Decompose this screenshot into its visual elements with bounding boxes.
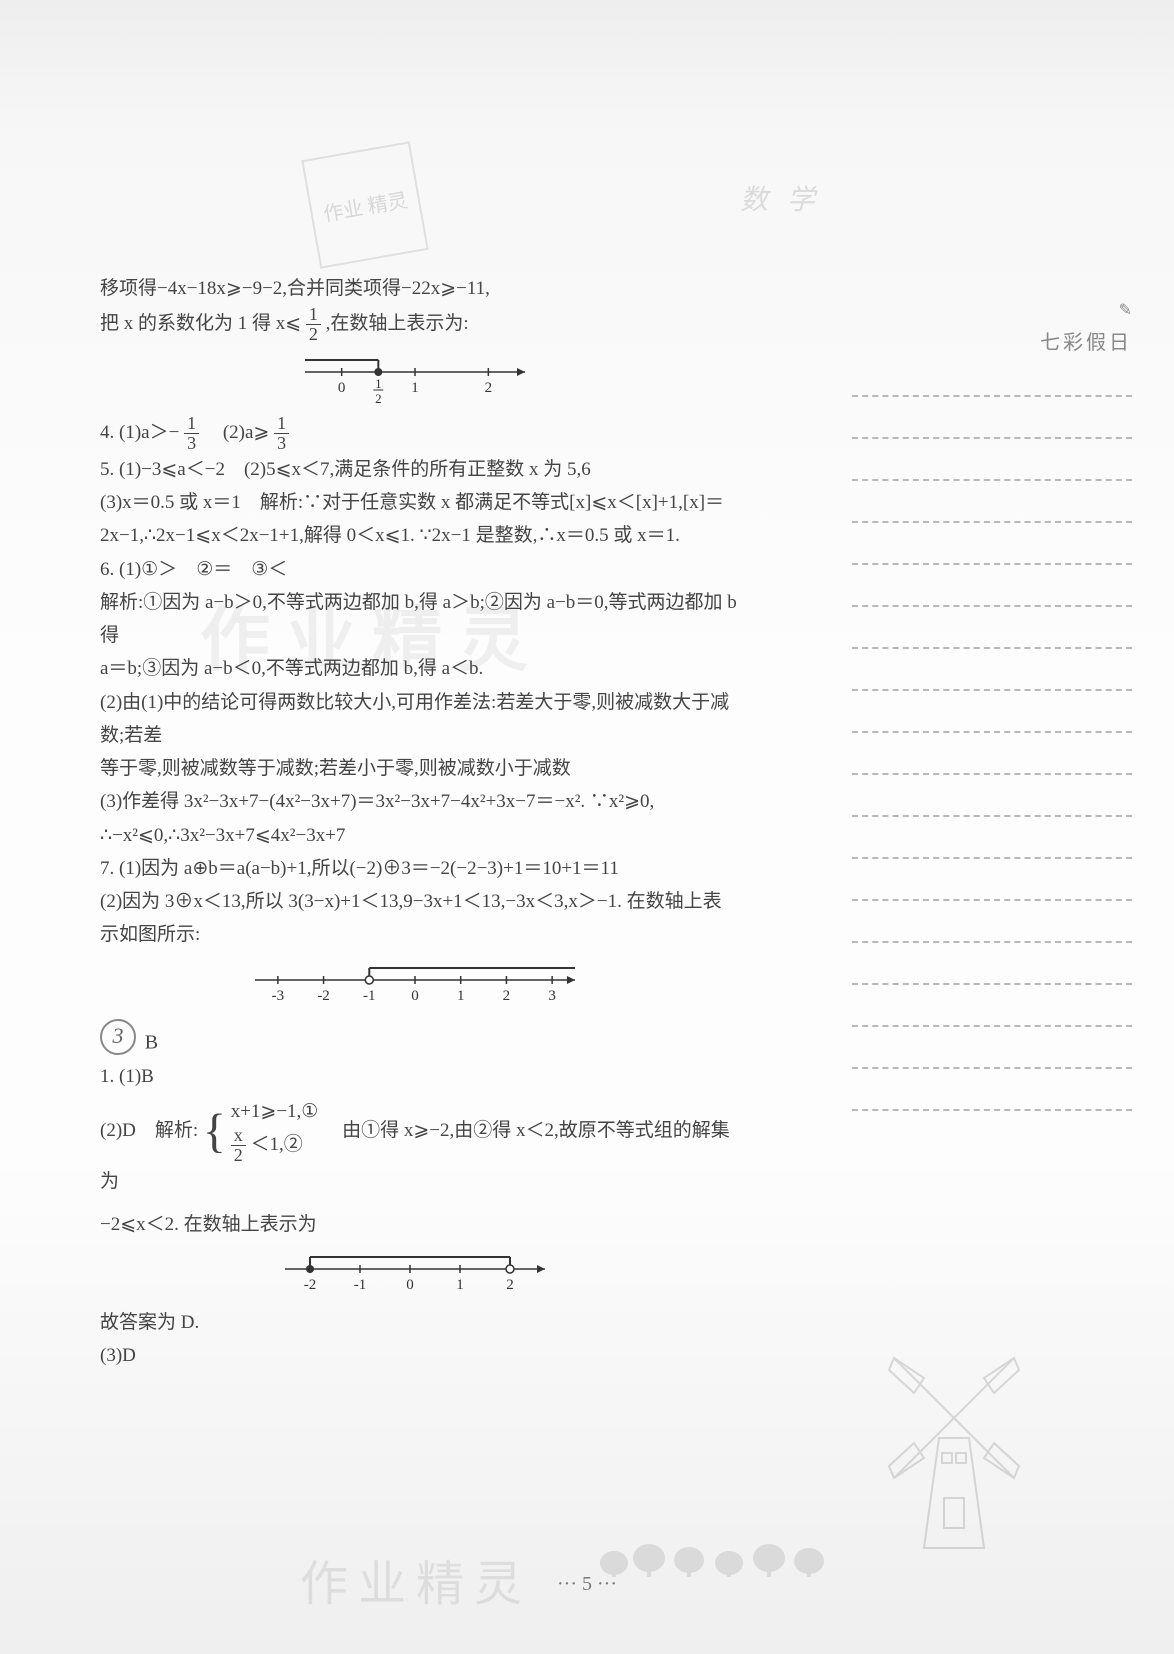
- note-line: [852, 1109, 1132, 1111]
- text-line: 7. (1)因为 a⊕b＝a(a−b)+1,所以(−2)⊕3＝−2(−2−3)+…: [100, 852, 740, 885]
- frac-num: 1: [306, 305, 321, 325]
- text-span: (2)D 解析:: [100, 1120, 198, 1141]
- fraction: 1 3: [274, 414, 289, 453]
- text-line: (2)由(1)中的结论可得两数比较大小,可用作差法:若差大于零,则被减数大于减数…: [100, 686, 740, 753]
- text-span: (2)a⩾: [204, 422, 270, 443]
- text-line: 示如图所示:: [100, 918, 740, 951]
- header-decoration: 作业 精灵 数 学: [0, 60, 1174, 260]
- system-row: x+1⩾−1,①: [231, 1099, 319, 1126]
- svg-text:1: 1: [375, 376, 382, 391]
- text-line: 6. (1)①＞ ②＝ ③＜: [100, 553, 740, 586]
- svg-text:2: 2: [375, 391, 382, 406]
- text-line: 把 x 的系数化为 1 得 x⩽ 1 2 ,在数轴上表示为:: [100, 305, 740, 344]
- dashed-lines-container: [852, 395, 1132, 1111]
- stamp-text: 作业 精灵: [321, 183, 410, 226]
- note-line: [852, 395, 1132, 397]
- svg-text:1: 1: [457, 988, 465, 1004]
- note-line: [852, 479, 1132, 481]
- q4-line: 4. (1)a＞− 1 3 (2)a⩾ 1 3: [100, 414, 740, 453]
- left-brace-icon: {: [203, 1105, 226, 1158]
- text-line: 解析:①因为 a−b＞0,不等式两边都加 b,得 a＞b;②因为 a−b＝0,等…: [100, 586, 740, 653]
- note-line: [852, 437, 1132, 439]
- svg-text:-1: -1: [363, 988, 376, 1004]
- fraction: 1 3: [184, 414, 199, 453]
- note-line: [852, 941, 1132, 943]
- equation-system: x+1⩾−1,① x 2 ＜1,②: [231, 1099, 319, 1164]
- note-line: [852, 563, 1132, 565]
- number-line-1: 01212: [290, 350, 550, 410]
- svg-text:2: 2: [485, 380, 493, 396]
- svg-text:2: 2: [503, 988, 511, 1004]
- note-line: [852, 773, 1132, 775]
- sidebar-label: 七彩假日: [852, 326, 1132, 355]
- section-subletter: B: [145, 1031, 158, 1053]
- svg-text:1: 1: [411, 380, 419, 396]
- frac-num: 1: [274, 414, 289, 434]
- section-3-header: 3 B: [100, 1019, 740, 1061]
- text-line: 故答案为 D.: [100, 1306, 740, 1339]
- text-line: 移项得−4x−18x⩾−9−2,合并同类项得−22x⩾−11,: [100, 272, 740, 305]
- text-line: −2⩽x＜2. 在数轴上表示为: [100, 1208, 740, 1241]
- note-line: [852, 1025, 1132, 1027]
- text-line: (3)作差得 3x²−3x+7−(4x²−3x+7)＝3x²−3x+7−4x²+…: [100, 785, 740, 818]
- text-line: (3)x＝0.5 或 x＝1 解析:∵对于任意实数 x 都满足不等式[x]⩽x＜…: [100, 486, 740, 519]
- fraction: 1 2: [306, 305, 321, 344]
- note-line: [852, 815, 1132, 817]
- section-number-circle: 3: [100, 1019, 136, 1055]
- system-row: x 2 ＜1,②: [231, 1126, 319, 1165]
- frac-num: 1: [184, 414, 199, 434]
- note-line: [852, 857, 1132, 859]
- svg-text:0: 0: [411, 988, 419, 1004]
- page-number: ··· 5 ···: [0, 1573, 1174, 1596]
- number-line-3: -2 -1 0 1 2: [270, 1247, 570, 1302]
- sidebar-notes: ✎ 七彩假日: [852, 300, 1132, 1111]
- frac-den: 2: [231, 1146, 246, 1165]
- bushes-icon: [594, 1508, 834, 1578]
- note-line: [852, 899, 1132, 901]
- svg-text:-3: -3: [272, 988, 285, 1004]
- frac-den: 2: [306, 325, 321, 344]
- number-line-2: -3 -2 -1 0 1 2 3: [240, 958, 600, 1013]
- pencil-glyph: ✎: [1119, 302, 1132, 319]
- note-line: [852, 521, 1132, 523]
- header-stamp: 作业 精灵: [301, 141, 428, 268]
- svg-text:0: 0: [406, 1277, 414, 1293]
- svg-text:-2: -2: [304, 1277, 317, 1293]
- text-line: a＝b;③因为 a−b＜0,不等式两边都加 b,得 a＜b.: [100, 652, 740, 685]
- windmill-deco: [854, 1348, 1054, 1584]
- svg-text:2: 2: [506, 1277, 514, 1293]
- note-line: [852, 689, 1132, 691]
- svg-text:3: 3: [548, 988, 556, 1004]
- svg-text:1: 1: [456, 1277, 464, 1293]
- note-line: [852, 731, 1132, 733]
- text-span: ,在数轴上表示为:: [326, 313, 469, 334]
- text-span: 把 x 的系数化为 1 得 x⩽: [100, 313, 301, 334]
- pencil-icon: ✎: [852, 300, 1132, 320]
- note-line: [852, 647, 1132, 649]
- frac-den: 3: [274, 434, 289, 453]
- svg-text:-2: -2: [317, 988, 330, 1004]
- fraction: x 2: [231, 1126, 246, 1165]
- main-content: 移项得−4x−18x⩾−9−2,合并同类项得−22x⩾−11, 把 x 的系数化…: [100, 272, 740, 1373]
- text-line: 2x−1,∴2x−1⩽x＜2x−1+1,解得 0＜x⩽1. ∵2x−1 是整数,…: [100, 519, 740, 552]
- svg-text:0: 0: [338, 380, 346, 396]
- note-line: [852, 605, 1132, 607]
- note-line: [852, 1067, 1132, 1069]
- text-span: ＜1,②: [250, 1134, 302, 1155]
- note-line: [852, 983, 1132, 985]
- frac-den: 3: [184, 434, 199, 453]
- header-subject: 数 学: [740, 178, 821, 218]
- text-line: (3)D: [100, 1339, 740, 1372]
- text-line: 1. (1)B: [100, 1060, 740, 1093]
- system-line: (2)D 解析: { x+1⩾−1,① x 2 ＜1,② 由①得 x⩾−2,由②…: [100, 1099, 740, 1198]
- windmill-icon: [854, 1348, 1054, 1578]
- text-span: 4. (1)a＞−: [100, 422, 179, 443]
- text-line: 等于零,则被减数等于减数;若差小于零,则被减数小于减数: [100, 752, 740, 785]
- text-line: (2)因为 3⊕x＜13,所以 3(3−x)+1＜13,9−3x+1＜13,−3…: [100, 885, 740, 918]
- svg-text:-1: -1: [354, 1277, 367, 1293]
- frac-num: x: [231, 1126, 246, 1146]
- text-line: ∴−x²⩽0,∴3x²−3x+7⩽4x²−3x+7: [100, 819, 740, 852]
- text-line: 5. (1)−3⩽a＜−2 (2)5⩽x＜7,满足条件的所有正整数 x 为 5,…: [100, 453, 740, 486]
